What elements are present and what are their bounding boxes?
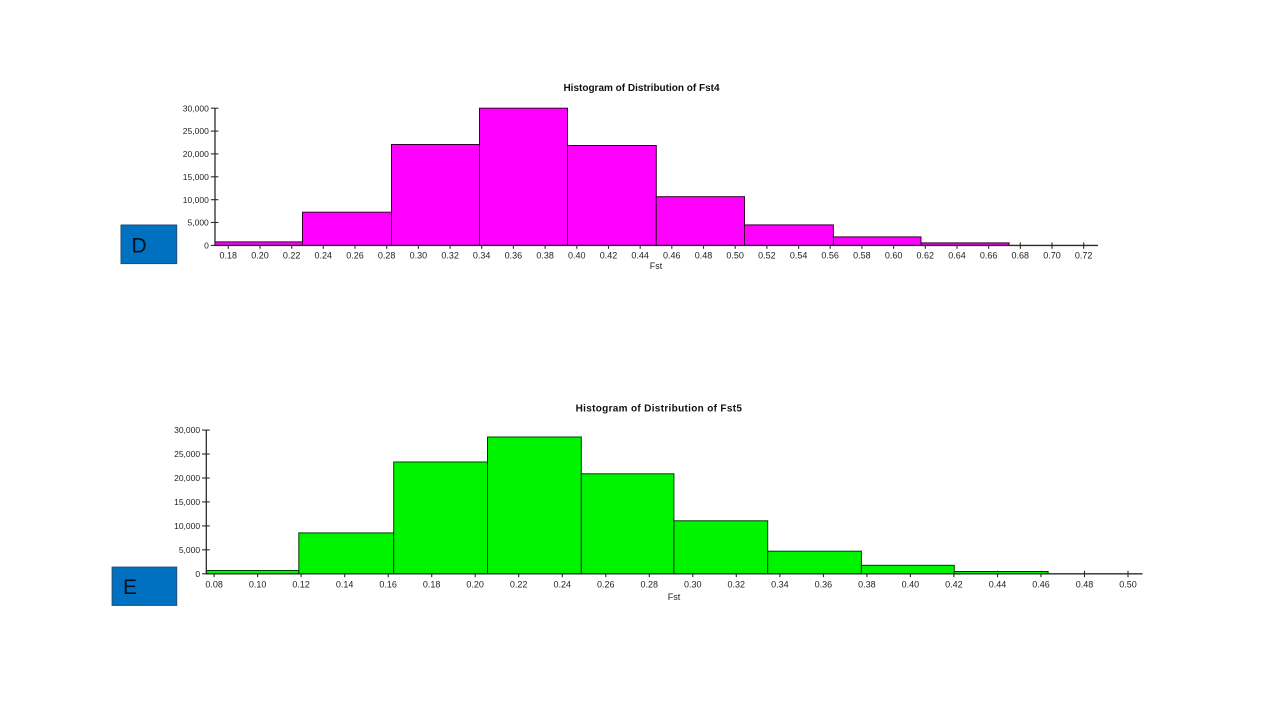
svg-text:0.36: 0.36 <box>505 251 523 261</box>
svg-text:0.60: 0.60 <box>885 251 903 261</box>
svg-text:30,000: 30,000 <box>174 425 200 435</box>
svg-text:Histogram of Distribution of F: Histogram of Distribution of Fst5 <box>576 403 743 414</box>
svg-text:Histogram of Distribution of F: Histogram of Distribution of Fst4 <box>563 83 720 94</box>
svg-text:0.26: 0.26 <box>597 580 615 590</box>
svg-text:0.42: 0.42 <box>600 251 618 261</box>
svg-text:0.38: 0.38 <box>858 580 876 590</box>
svg-text:0: 0 <box>195 569 200 579</box>
svg-text:0.54: 0.54 <box>790 251 808 261</box>
svg-text:10,000: 10,000 <box>183 195 209 205</box>
svg-text:0.56: 0.56 <box>821 251 839 261</box>
svg-text:0.46: 0.46 <box>663 251 681 261</box>
svg-text:0.24: 0.24 <box>315 251 333 261</box>
svg-text:0.66: 0.66 <box>980 251 998 261</box>
svg-text:0.40: 0.40 <box>568 251 586 261</box>
svg-text:0.14: 0.14 <box>336 580 354 590</box>
svg-text:0.22: 0.22 <box>510 580 528 590</box>
svg-text:0.34: 0.34 <box>771 580 789 590</box>
svg-text:0.12: 0.12 <box>292 580 310 590</box>
svg-text:0.72: 0.72 <box>1075 251 1093 261</box>
svg-text:0.32: 0.32 <box>441 251 459 261</box>
svg-text:0.28: 0.28 <box>641 580 659 590</box>
svg-text:0.68: 0.68 <box>1012 251 1030 261</box>
svg-text:0.10: 0.10 <box>249 580 267 590</box>
svg-text:0.50: 0.50 <box>1119 580 1137 590</box>
svg-text:0.64: 0.64 <box>948 251 966 261</box>
svg-text:0.48: 0.48 <box>695 251 713 261</box>
svg-text:0.08: 0.08 <box>205 580 223 590</box>
svg-text:30,000: 30,000 <box>183 103 209 113</box>
svg-text:0.20: 0.20 <box>466 580 484 590</box>
svg-text:5,000: 5,000 <box>188 218 210 228</box>
svg-text:0.18: 0.18 <box>220 251 238 261</box>
svg-text:0.62: 0.62 <box>917 251 935 261</box>
svg-text:25,000: 25,000 <box>183 126 209 136</box>
svg-text:0.18: 0.18 <box>423 580 441 590</box>
svg-text:Fst: Fst <box>650 261 663 271</box>
svg-text:25,000: 25,000 <box>174 449 200 459</box>
svg-text:0.20: 0.20 <box>251 251 269 261</box>
svg-text:E: E <box>123 576 137 599</box>
svg-text:0.26: 0.26 <box>346 251 364 261</box>
svg-text:20,000: 20,000 <box>174 473 200 483</box>
svg-text:0.70: 0.70 <box>1043 251 1061 261</box>
svg-text:15,000: 15,000 <box>174 497 200 507</box>
svg-text:0: 0 <box>204 241 209 251</box>
svg-text:0.34: 0.34 <box>473 251 491 261</box>
svg-text:0.48: 0.48 <box>1076 580 1094 590</box>
svg-text:0.44: 0.44 <box>989 580 1007 590</box>
svg-text:Fst: Fst <box>668 592 681 602</box>
svg-text:0.28: 0.28 <box>378 251 396 261</box>
svg-text:D: D <box>132 234 147 257</box>
svg-text:0.22: 0.22 <box>283 251 301 261</box>
svg-text:0.32: 0.32 <box>728 580 746 590</box>
svg-text:0.36: 0.36 <box>815 580 833 590</box>
svg-text:0.40: 0.40 <box>902 580 920 590</box>
svg-text:0.50: 0.50 <box>726 251 744 261</box>
svg-text:10,000: 10,000 <box>174 521 200 531</box>
svg-text:0.42: 0.42 <box>945 580 963 590</box>
svg-text:0.30: 0.30 <box>410 251 428 261</box>
svg-text:0.16: 0.16 <box>379 580 397 590</box>
svg-text:0.30: 0.30 <box>684 580 702 590</box>
svg-text:15,000: 15,000 <box>183 172 209 182</box>
svg-text:20,000: 20,000 <box>183 149 209 159</box>
svg-text:5,000: 5,000 <box>179 545 201 555</box>
svg-text:0.52: 0.52 <box>758 251 776 261</box>
svg-text:0.38: 0.38 <box>536 251 554 261</box>
svg-text:0.24: 0.24 <box>554 580 572 590</box>
svg-text:0.58: 0.58 <box>853 251 871 261</box>
svg-text:0.46: 0.46 <box>1032 580 1050 590</box>
svg-text:0.44: 0.44 <box>631 251 649 261</box>
